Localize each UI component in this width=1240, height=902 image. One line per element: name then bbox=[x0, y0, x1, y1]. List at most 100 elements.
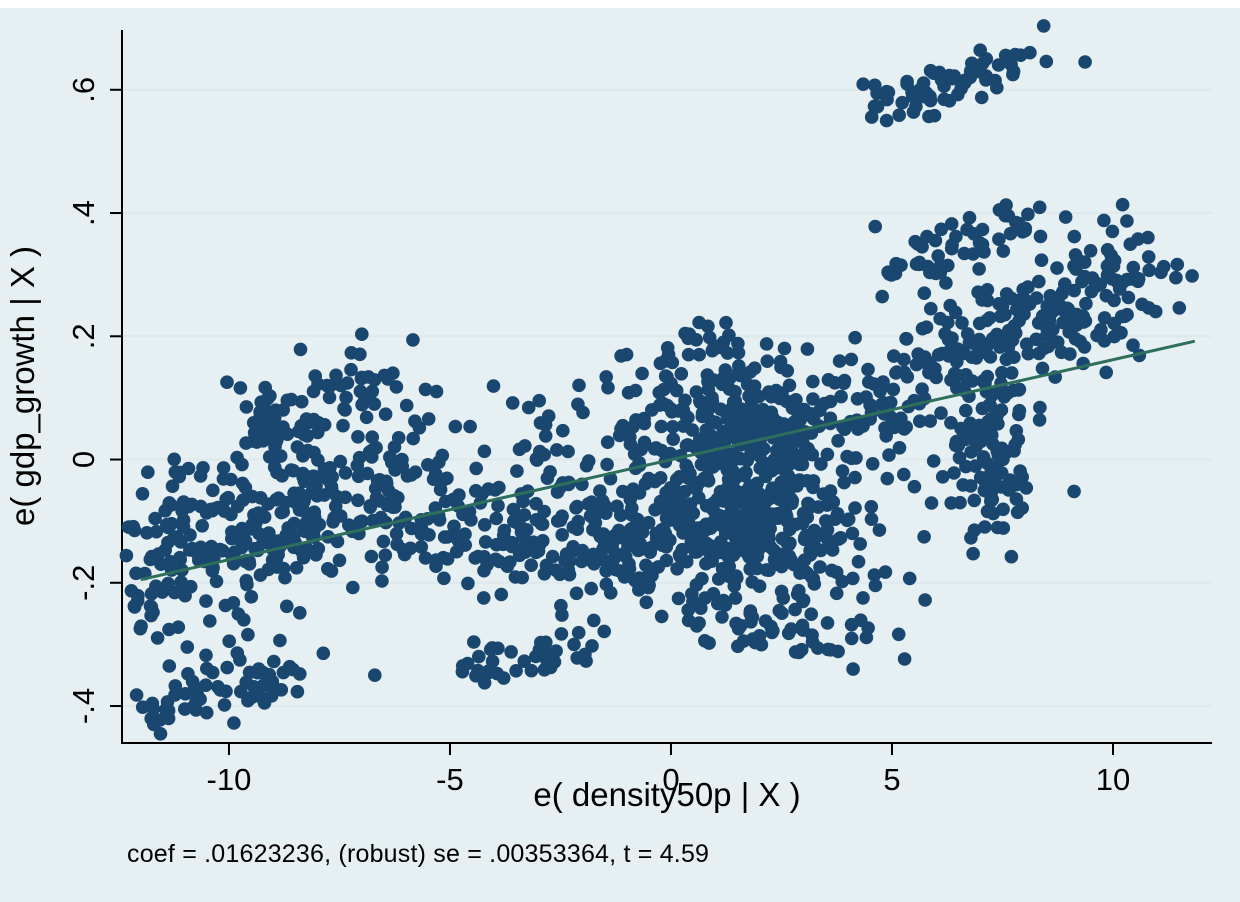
scatter-point bbox=[859, 390, 873, 404]
scatter-point bbox=[180, 640, 195, 654]
scatter-point bbox=[747, 441, 761, 456]
scatter-point bbox=[924, 301, 938, 316]
scatter-point bbox=[161, 703, 176, 718]
scatter-point bbox=[252, 526, 266, 541]
scatter-point bbox=[1008, 438, 1022, 452]
scatter-point bbox=[941, 332, 956, 347]
scatter-point bbox=[924, 496, 939, 510]
scatter-point bbox=[571, 625, 586, 640]
scatter-point bbox=[1078, 55, 1092, 69]
scatter-point bbox=[795, 618, 810, 633]
scatter-point bbox=[581, 454, 596, 468]
scatter-point bbox=[571, 514, 585, 529]
scatter-point bbox=[239, 400, 254, 414]
scatter-point bbox=[758, 614, 773, 628]
scatter-point bbox=[378, 407, 393, 422]
scatter-point bbox=[765, 487, 779, 502]
scatter-point bbox=[1099, 288, 1114, 303]
scatter-point bbox=[469, 461, 484, 476]
scatter-point bbox=[856, 591, 870, 605]
scatter-point bbox=[217, 504, 232, 518]
scatter-point bbox=[790, 433, 805, 447]
scatter-point bbox=[1067, 484, 1081, 499]
scatter-point bbox=[880, 471, 895, 486]
scatter-point bbox=[728, 531, 743, 545]
scatter-point bbox=[1089, 279, 1103, 294]
scatter-point bbox=[233, 653, 247, 667]
scatter-point bbox=[555, 509, 569, 523]
scatter-point bbox=[962, 210, 977, 225]
scatter-point bbox=[1019, 481, 1034, 495]
scatter-point bbox=[149, 524, 164, 539]
scatter-point bbox=[1069, 318, 1084, 332]
scatter-point bbox=[404, 521, 419, 536]
scatter-point bbox=[956, 478, 970, 492]
scatter-point bbox=[467, 635, 481, 649]
scatter-point bbox=[181, 667, 195, 681]
scatter-point bbox=[390, 537, 404, 552]
scatter-point bbox=[1035, 361, 1050, 376]
scatter-point bbox=[1056, 315, 1070, 330]
scatter-point bbox=[322, 390, 337, 405]
scatter-point bbox=[743, 365, 758, 379]
scatter-point bbox=[230, 499, 245, 514]
scatter-point bbox=[983, 398, 997, 413]
scatter-point bbox=[876, 375, 890, 389]
scatter-point bbox=[526, 535, 541, 549]
scatter-point bbox=[897, 422, 911, 436]
scatter-point bbox=[293, 667, 307, 681]
scatter-point bbox=[148, 511, 162, 526]
scatter-point bbox=[418, 551, 433, 565]
scatter-point bbox=[788, 645, 803, 659]
scatter-point bbox=[715, 561, 730, 576]
scatter-point bbox=[468, 551, 483, 565]
scatter-point bbox=[747, 379, 762, 394]
scatter-point bbox=[143, 552, 158, 567]
scatter-point bbox=[737, 468, 752, 483]
scatter-point bbox=[361, 370, 376, 384]
scatter-point bbox=[743, 562, 757, 576]
scatter-point bbox=[902, 571, 917, 586]
scatter-point bbox=[703, 521, 718, 535]
scatter-point bbox=[861, 362, 875, 377]
scatter-point bbox=[224, 472, 238, 487]
scatter-point bbox=[1172, 301, 1187, 315]
scatter-point bbox=[742, 389, 756, 404]
scatter-point bbox=[912, 255, 927, 270]
scatter-point bbox=[432, 513, 447, 527]
scatter-point bbox=[1148, 304, 1163, 319]
scatter-point bbox=[831, 644, 845, 659]
scatter-point bbox=[666, 432, 680, 447]
scatter-point bbox=[1035, 309, 1050, 323]
scatter-point bbox=[706, 587, 721, 601]
scatter-point bbox=[976, 450, 991, 464]
scatter-point bbox=[1126, 338, 1140, 353]
scatter-point bbox=[264, 689, 279, 703]
scatter-point bbox=[718, 363, 733, 377]
scatter-point bbox=[934, 406, 948, 420]
scatter-point bbox=[944, 416, 958, 430]
scatter-point bbox=[534, 635, 548, 650]
scatter-point bbox=[978, 341, 993, 355]
scatter-point bbox=[947, 369, 962, 384]
scatter-point bbox=[181, 461, 196, 476]
scatter-point bbox=[317, 462, 332, 476]
scatter-point bbox=[141, 465, 155, 480]
scatter-point bbox=[701, 319, 715, 334]
scatter-point bbox=[729, 512, 743, 526]
scatter-point bbox=[993, 309, 1008, 324]
scatter-point bbox=[500, 559, 515, 573]
scatter-point bbox=[996, 452, 1010, 467]
x-axis-title: e( density50p | X ) bbox=[533, 776, 800, 813]
scatter-point bbox=[352, 450, 367, 465]
scatter-point bbox=[923, 414, 937, 428]
scatter-point bbox=[365, 443, 379, 458]
scatter-point bbox=[205, 665, 220, 680]
scatter-point bbox=[878, 421, 892, 435]
scatter-point bbox=[864, 110, 879, 124]
scatter-point bbox=[333, 454, 348, 469]
scatter-point bbox=[985, 492, 1000, 507]
scatter-point bbox=[755, 425, 769, 440]
scatter-point bbox=[187, 679, 202, 694]
scatter-point bbox=[216, 461, 231, 475]
